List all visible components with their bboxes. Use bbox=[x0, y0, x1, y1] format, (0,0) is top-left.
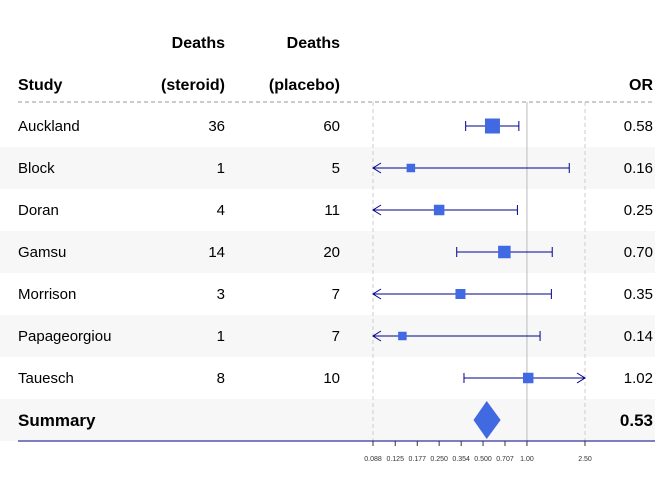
or-value: 0.35 bbox=[624, 286, 653, 303]
plot-area bbox=[372, 102, 586, 441]
or-value: 0.25 bbox=[624, 202, 653, 219]
or-value: 1.02 bbox=[624, 370, 653, 387]
deaths-placebo: 10 bbox=[323, 370, 340, 387]
deaths-steroid: 4 bbox=[217, 202, 225, 219]
deaths-placebo: 60 bbox=[323, 118, 340, 135]
header-or: OR bbox=[629, 77, 653, 94]
ci-arrow bbox=[576, 372, 586, 384]
x-tick-label: 0.250 bbox=[430, 456, 448, 463]
deaths-placebo: 5 bbox=[332, 160, 340, 177]
point-estimate-box bbox=[398, 331, 407, 341]
header-deaths-placebo-1: Deaths bbox=[287, 35, 340, 52]
point-estimate-box bbox=[455, 289, 466, 299]
point-estimate-box bbox=[433, 204, 445, 216]
point-estimate-box bbox=[498, 245, 511, 259]
x-axis: 0.088 0.125 0.177 0.250 0.354 0.500 0.707 1.00 2… bbox=[18, 440, 655, 463]
study-name: Papageorgiou bbox=[18, 328, 111, 345]
x-tick-label: 0.088 bbox=[364, 456, 382, 463]
x-tick-label: 0.125 bbox=[386, 456, 404, 463]
deaths-steroid: 1 bbox=[217, 328, 225, 345]
x-tick-label: 0.707 bbox=[496, 456, 514, 463]
deaths-steroid: 1 bbox=[217, 160, 225, 177]
x-tick-label: 0.354 bbox=[452, 456, 470, 463]
row-stripes bbox=[0, 147, 655, 441]
summary-label: Summary bbox=[18, 411, 96, 430]
study-name: Doran bbox=[18, 202, 59, 219]
or-value: 0.58 bbox=[624, 118, 653, 135]
or-value: 0.14 bbox=[624, 328, 653, 345]
summary-diamond bbox=[473, 401, 501, 439]
or-value: 0.70 bbox=[624, 244, 653, 261]
point-estimate-box bbox=[484, 118, 500, 134]
x-tick-label: 0.177 bbox=[409, 456, 427, 463]
point-estimate-box bbox=[522, 372, 534, 384]
x-tick-label: 0.500 bbox=[474, 456, 492, 463]
row-stripe bbox=[0, 315, 655, 357]
study-name: Morrison bbox=[18, 286, 76, 303]
header-deaths-steroid-1: Deaths bbox=[172, 35, 225, 52]
deaths-steroid: 8 bbox=[217, 370, 225, 387]
row-stripe bbox=[0, 399, 655, 441]
deaths-placebo: 7 bbox=[332, 286, 340, 303]
ci-arrow bbox=[372, 204, 382, 216]
deaths-steroid: 14 bbox=[208, 244, 225, 261]
deaths-placebo: 20 bbox=[323, 244, 340, 261]
point-estimate-box bbox=[406, 163, 416, 173]
study-name: Gamsu bbox=[18, 244, 66, 261]
deaths-steroid: 3 bbox=[217, 286, 225, 303]
deaths-steroid: 36 bbox=[208, 118, 225, 135]
ci-arrow bbox=[372, 330, 382, 342]
deaths-placebo: 11 bbox=[324, 202, 340, 219]
x-tick-label: 2.50 bbox=[578, 456, 592, 463]
header-deaths-steroid-2: (steroid) bbox=[161, 77, 225, 94]
study-name: Auckland bbox=[18, 118, 80, 135]
x-tick-label: 1.00 bbox=[520, 456, 534, 463]
ci-arrow bbox=[372, 288, 382, 300]
header-deaths-placebo-2: (placebo) bbox=[269, 77, 340, 94]
ci-arrow bbox=[372, 162, 382, 174]
study-name: Tauesch bbox=[18, 370, 74, 387]
study-name: Block bbox=[18, 160, 55, 177]
header-study: Study bbox=[18, 77, 63, 94]
summary-or-value: 0.53 bbox=[620, 411, 653, 430]
or-value: 0.16 bbox=[624, 160, 653, 177]
deaths-placebo: 7 bbox=[332, 328, 340, 345]
table-rows: Auckland 36 60 0.58 Block 1 5 0.16 Doran 4 11 0.25 G… bbox=[18, 118, 653, 430]
